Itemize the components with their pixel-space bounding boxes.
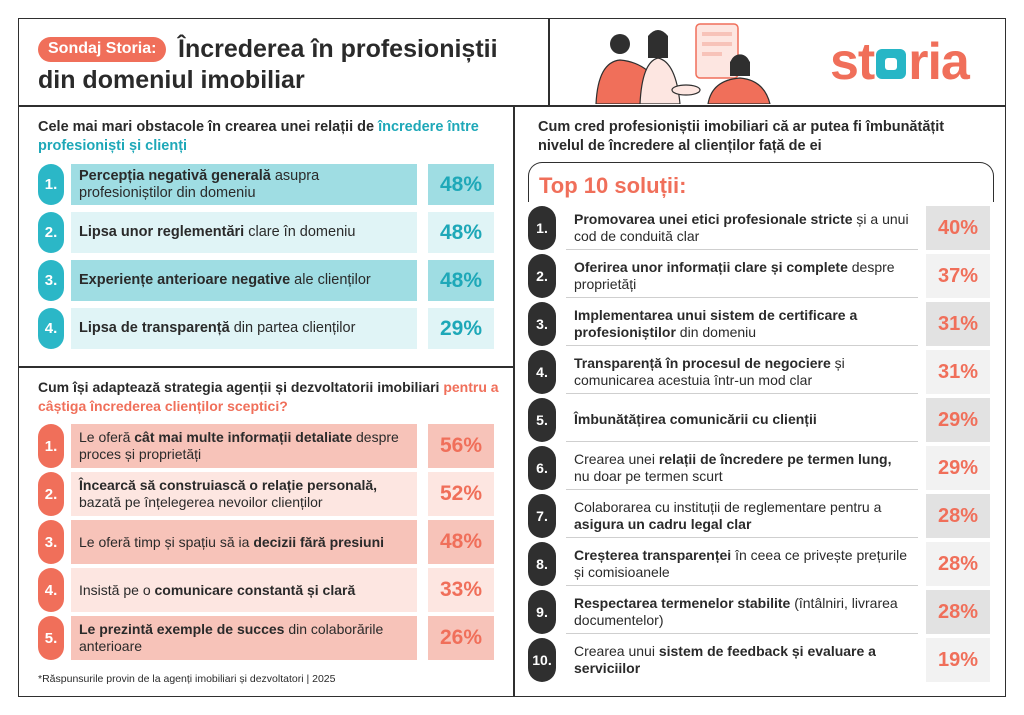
item-percentage: 37% xyxy=(926,254,990,298)
item-text: Respectarea termenelor stabilite (întâln… xyxy=(566,590,918,634)
page-title: Încrederea în profesioniștii din domeniu… xyxy=(38,34,498,96)
item-number: 2. xyxy=(38,472,64,516)
handshake-illustration-icon xyxy=(595,23,771,104)
item-text: Încearcă să construiască o relație perso… xyxy=(71,472,417,516)
title-line-2: din domeniul imobiliar xyxy=(38,66,305,94)
item-percentage: 48% xyxy=(428,164,494,205)
item-percentage: 31% xyxy=(926,350,990,394)
footnote: *Răspunsurile provin de la agenți imobil… xyxy=(38,673,336,685)
title-line-1: Încrederea în profesioniștii xyxy=(178,35,498,63)
logo-square-icon xyxy=(876,49,907,79)
item-text: Le oferă timp și spațiu să ia decizii fă… xyxy=(71,520,417,564)
top10-title: Top 10 soluții: xyxy=(539,173,687,198)
item-percentage: 28% xyxy=(926,494,990,538)
header-divider xyxy=(18,105,1006,107)
item-percentage: 29% xyxy=(428,308,494,349)
item-text: Transparență în procesul de negociere și… xyxy=(566,350,918,394)
item-percentage: 26% xyxy=(428,616,494,660)
section2-heading: Cum își adaptează strategia agenții și d… xyxy=(38,378,500,416)
item-percentage: 31% xyxy=(926,302,990,346)
section1-heading-highlight: încredere între profesioniști și clienți xyxy=(38,119,479,154)
item-number: 2. xyxy=(38,212,64,253)
item-text: Oferirea unor informații clare și comple… xyxy=(566,254,918,298)
item-number: 4. xyxy=(38,568,64,612)
item-text: Experiențe anterioare negative ale clien… xyxy=(71,260,417,301)
item-number: 1. xyxy=(528,206,556,250)
item-number: 5. xyxy=(528,398,556,442)
item-text: Creșterea transparenței în ceea ce prive… xyxy=(566,542,918,586)
item-text: Crearea unei relații de încredere pe ter… xyxy=(566,446,918,490)
item-number: 9. xyxy=(528,590,556,634)
item-text: Colaborarea cu instituții de reglementar… xyxy=(566,494,918,538)
item-number: 4. xyxy=(528,350,556,394)
item-number: 6. xyxy=(528,446,556,490)
item-text: Insistă pe o comunicare constantă și cla… xyxy=(71,568,417,612)
storia-logo: st ria xyxy=(830,33,970,91)
item-percentage: 19% xyxy=(926,638,990,682)
item-text: Le oferă cât mai multe informații detali… xyxy=(71,424,417,468)
item-number: 10. xyxy=(528,638,556,682)
logo-text-end: ria xyxy=(908,33,970,91)
item-number: 3. xyxy=(38,520,64,564)
section2-heading-text: Cum își adaptează strategia agenții și d… xyxy=(38,379,444,395)
item-percentage: 48% xyxy=(428,212,494,253)
item-text: Percepția negativă generală asupra profe… xyxy=(71,164,417,205)
section1-heading-text: Cele mai mari obstacole în crearea unei … xyxy=(38,119,379,135)
section2-heading-highlight: pentru a câștiga încrederea clienților s… xyxy=(38,379,499,414)
survey-badge: Sondaj Storia: xyxy=(38,37,167,62)
item-text: Crearea unui sistem de feedback și evalu… xyxy=(574,643,876,676)
item-percentage: 29% xyxy=(926,446,990,490)
infographic-frame xyxy=(18,18,1006,697)
item-number: 5. xyxy=(38,616,64,660)
item-text: Lipsa de transparență din partea clienți… xyxy=(71,308,417,349)
item-number: 3. xyxy=(528,302,556,346)
header-vertical-divider xyxy=(548,18,550,106)
main-vertical-divider xyxy=(513,105,515,697)
item-percentage: 28% xyxy=(926,542,990,586)
item-number: 4. xyxy=(38,308,64,349)
item-percentage: 48% xyxy=(428,520,494,564)
left-section-divider xyxy=(18,366,514,368)
item-number: 7. xyxy=(528,494,556,538)
item-percentage: 52% xyxy=(428,472,494,516)
item-percentage: 33% xyxy=(428,568,494,612)
item-number: 8. xyxy=(528,542,556,586)
logo-text-start: st xyxy=(830,33,875,91)
top10-frame xyxy=(528,162,994,202)
item-percentage: 28% xyxy=(926,590,990,634)
item-number: 1. xyxy=(38,164,64,205)
item-text: Îmbunătățirea comunicării cu clienții xyxy=(566,398,918,442)
section3-heading: Cum cred profesioniștii imobiliari că ar… xyxy=(538,119,945,154)
section1-heading: Cele mai mari obstacole în crearea unei … xyxy=(38,118,498,156)
item-text: Implementarea unui sistem de certificare… xyxy=(566,302,918,346)
item-percentage: 40% xyxy=(926,206,990,250)
item-number: 1. xyxy=(38,424,64,468)
item-text: Promovarea unei etici profesionale stric… xyxy=(566,206,918,250)
item-number: 3. xyxy=(38,260,64,301)
item-percentage: 56% xyxy=(428,424,494,468)
item-text: Le prezintă exemple de succes din colabo… xyxy=(71,616,417,660)
item-number: 2. xyxy=(528,254,556,298)
item-text: Lipsa unor reglementări clare în domeniu xyxy=(71,212,417,253)
item-percentage: 29% xyxy=(926,398,990,442)
item-percentage: 48% xyxy=(428,260,494,301)
